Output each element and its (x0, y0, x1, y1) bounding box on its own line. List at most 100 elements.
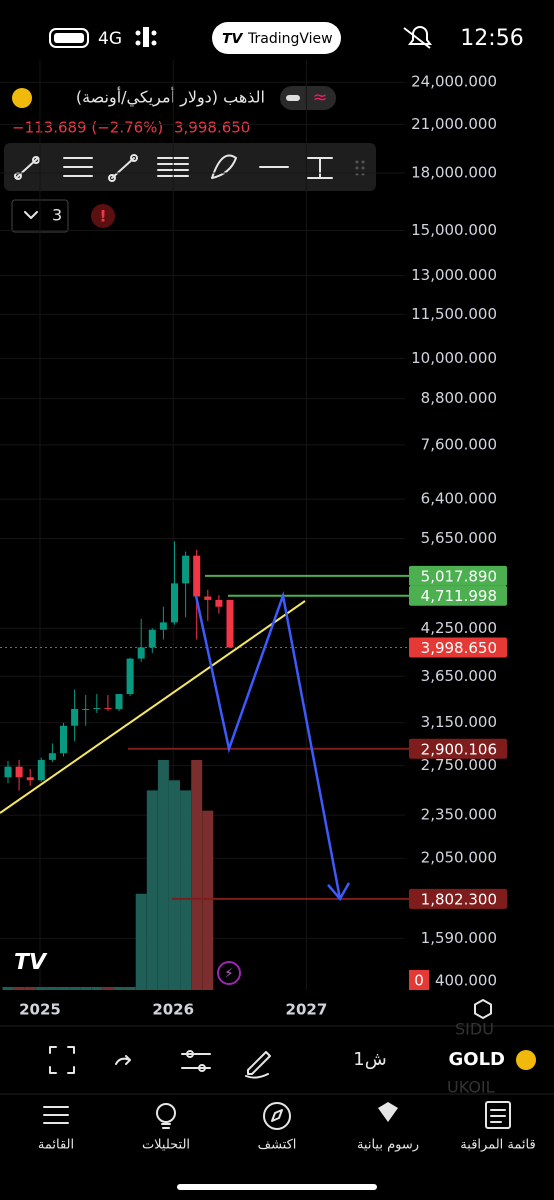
network: 4G (98, 29, 122, 49)
candle-body (104, 708, 112, 710)
x-tick-label: 2026 (152, 1001, 194, 1019)
lightning: ⚡ (224, 967, 233, 982)
alert-icon[interactable] (91, 204, 115, 228)
volume-bar (169, 780, 180, 990)
candle-body (4, 766, 12, 778)
price-tag-label: 3,998.650 (421, 639, 497, 657)
nav-label[interactable]: القائمة (38, 1138, 74, 1153)
volume-bar (202, 810, 214, 990)
volume-bar (91, 986, 103, 990)
nav-bar: القائمة التحليلات اكتشف رسوم بيانية قائمة ال… (38, 1138, 536, 1153)
volume-bar (124, 986, 136, 990)
candle-body (37, 759, 45, 781)
tool-icons[interactable] (49, 1046, 271, 1079)
time: 12:56 (460, 26, 523, 51)
arrow-head (327, 882, 351, 902)
volume-bar (13, 986, 25, 990)
volume-bar (46, 986, 58, 990)
drawing-toolbar (4, 143, 376, 191)
y-tick-label: 3,150.000 (421, 713, 497, 731)
candle-body (126, 658, 134, 695)
price-tag (409, 585, 507, 606)
y-tick-label: 21,000.000 (411, 115, 497, 133)
chart: 2025 2026 2027 24,000.000 21,000.000 18,000.0… (0, 60, 507, 1019)
candle-body (215, 599, 223, 607)
candle-body (93, 708, 101, 710)
price-tag (409, 565, 507, 586)
candle-body (15, 766, 23, 778)
symbol-name[interactable]: الذهب (دولار أمريكي/أونصة) (76, 87, 265, 108)
y-tick-label: 6,400.000 (421, 490, 497, 508)
symbol[interactable]: GOLD (449, 1049, 506, 1070)
x-tick-label: 2025 (19, 1001, 61, 1019)
volume-bar (157, 760, 169, 990)
volume-bar (58, 986, 69, 990)
ghost-symbol: SIDU (455, 1020, 494, 1039)
candle-body (193, 555, 201, 597)
battery-level (54, 33, 84, 43)
candle-body (71, 709, 79, 726)
volume-bar (191, 760, 203, 990)
volume-bar (146, 790, 158, 990)
candle-body (159, 622, 167, 630)
price-tag-label: 1,802.300 (421, 890, 497, 908)
candle-body (82, 709, 90, 711)
nav-icons[interactable] (43, 1101, 511, 1130)
nav-label[interactable]: قائمة المراقبة (460, 1138, 535, 1153)
y-tick-label: 7,600.000 (421, 435, 497, 453)
price-change: −113.689 (−2.76%) (12, 119, 163, 137)
chevron (24, 211, 38, 219)
y-tick-label: 2,050.000 (421, 849, 497, 867)
trend-line (0, 600, 306, 814)
lightning-icon[interactable] (217, 961, 241, 985)
candle-body (226, 599, 234, 648)
y-tick-label: 2,350.000 (421, 806, 497, 824)
y-tick-label: 2,750.000 (421, 756, 497, 774)
nav-label[interactable]: رسوم بيانية (357, 1138, 419, 1153)
volume-bar (35, 986, 47, 990)
candle-body (171, 583, 178, 623)
price-tag (409, 738, 507, 759)
nav-icon[interactable] (378, 1102, 398, 1122)
gold-icon[interactable] (12, 88, 32, 108)
interval[interactable]: 1ش (353, 1049, 386, 1070)
y-tick-label: 1,590.000 (421, 929, 497, 947)
y-tick-label: 24,000.000 (411, 73, 497, 91)
candle-body (48, 753, 56, 760)
volume-bar (69, 986, 81, 990)
mode-icon-2: ≈ (312, 87, 327, 108)
candle-body (182, 555, 190, 584)
price-tag-label: 2,900.106 (421, 740, 497, 758)
price: 3,998.650 (174, 119, 250, 137)
volume-bar (2, 986, 14, 990)
nav-label[interactable]: اكتشف (258, 1138, 297, 1153)
y-tick-label: 11,500.000 (411, 305, 497, 323)
volume-axis-tag (409, 970, 429, 990)
candle-body (137, 647, 145, 659)
y-tick-label: 13,000.000 (411, 266, 497, 284)
volume-bar (24, 986, 36, 990)
y-tick-label: 15,000.000 (411, 221, 497, 239)
volume-bar (80, 986, 92, 990)
home-indicator (177, 1184, 377, 1190)
volume-bar (180, 790, 192, 990)
x-tick-label: 2027 (286, 1001, 328, 1019)
mode-pill[interactable] (280, 86, 336, 110)
y-tick-label: 3,650.000 (421, 667, 497, 685)
battery (49, 28, 89, 48)
price-tag-label: 5,017.890 (421, 567, 497, 585)
y-tick-label: 4,250.000 (421, 619, 497, 637)
volume-bar (113, 986, 125, 990)
projection-path (194, 590, 342, 900)
ghost-symbol: UKOIL (447, 1078, 495, 1097)
mute-icon (403, 26, 432, 49)
nav-label[interactable]: التحليلات (142, 1138, 190, 1153)
settings-icon[interactable] (474, 999, 492, 1019)
y-tick-label: 18,000.000 (411, 163, 497, 181)
candle-body (115, 694, 123, 710)
price-tag (409, 637, 507, 658)
alert-mark: ! (99, 207, 106, 226)
gold-icon (516, 1050, 536, 1070)
volume-bar (135, 893, 147, 990)
